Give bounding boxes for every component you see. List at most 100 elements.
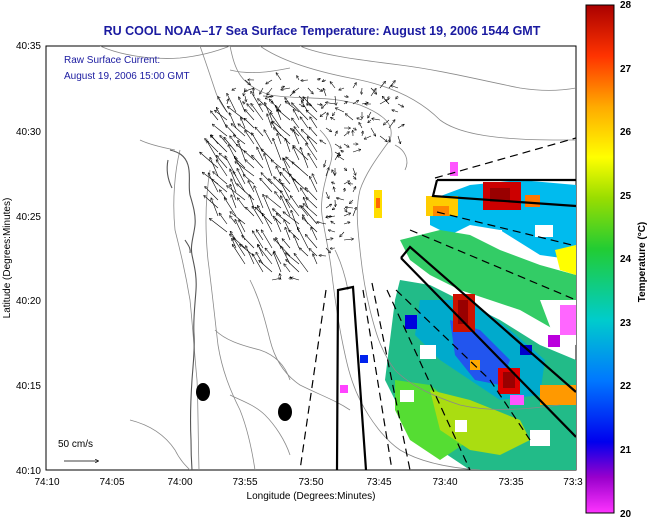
current-vector <box>253 231 264 249</box>
current-vector <box>362 87 363 94</box>
current-vector <box>251 92 264 113</box>
colorbar-tick-label: 22 <box>620 381 632 392</box>
current-vector <box>244 151 255 161</box>
current-vector <box>261 230 273 249</box>
current-vector <box>297 76 300 81</box>
current-vector <box>267 114 273 129</box>
current-vector <box>252 155 264 169</box>
current-vector <box>245 160 255 169</box>
current-vector <box>326 102 336 105</box>
current-vector <box>233 172 246 193</box>
current-vector <box>307 87 313 94</box>
current-vector <box>282 183 291 193</box>
current-vector <box>276 73 282 81</box>
current-vector <box>310 117 318 129</box>
colorbar-tick-label: 26 <box>620 127 632 138</box>
x-tick-label: 74:00 <box>167 477 192 488</box>
current-vector <box>261 173 273 185</box>
current-vector <box>266 79 273 84</box>
current-vector <box>216 160 228 177</box>
current-vector <box>243 175 255 185</box>
current-vector <box>306 198 318 209</box>
current-vector <box>259 261 273 273</box>
current-vector <box>237 169 246 185</box>
current-vector <box>232 88 237 90</box>
colorbar-tick-label: 27 <box>620 64 632 75</box>
current-vector <box>258 245 273 265</box>
current-vector <box>261 149 273 161</box>
current-vector <box>397 135 400 144</box>
current-vector <box>245 131 255 145</box>
y-axis-ticks: 40:35 40:30 40:25 40:20 40:15 40:10 <box>16 41 41 477</box>
current-vector <box>263 214 273 233</box>
current-vector <box>316 79 320 80</box>
current-vector <box>285 228 291 241</box>
current-vector <box>301 80 309 81</box>
current-vector <box>382 97 390 105</box>
current-vector <box>311 228 318 241</box>
current-vector <box>265 103 273 121</box>
y-tick-label: 40:10 <box>16 466 41 477</box>
current-vector <box>325 204 331 209</box>
current-vector <box>388 95 389 99</box>
current-vector <box>305 188 318 201</box>
current-vector <box>292 118 300 129</box>
x-axis-label: Longitude (Degrees:Minutes) <box>247 491 376 502</box>
current-vector <box>230 216 237 225</box>
current-vector <box>245 119 255 129</box>
current-vector <box>325 247 330 253</box>
current-vector <box>217 156 228 169</box>
current-vector <box>397 103 403 107</box>
x-axis-ticks: 74:10 74:05 74:00 73:55 73:50 73:45 73:4… <box>34 477 583 488</box>
y-tick-label: 40:35 <box>16 41 41 52</box>
current-vector <box>257 147 264 161</box>
current-vector <box>294 235 300 249</box>
current-vector <box>293 147 300 161</box>
current-vector <box>303 97 318 113</box>
current-vector <box>330 82 336 89</box>
current-vector <box>253 254 264 273</box>
current-vector <box>302 206 318 225</box>
x-tick-label: 73:40 <box>432 477 457 488</box>
current-vector <box>248 181 255 193</box>
current-vector <box>310 177 318 193</box>
current-vector <box>210 219 228 233</box>
current-vector <box>384 119 390 125</box>
current-vector <box>240 245 255 257</box>
current-vector <box>330 248 336 249</box>
coastline <box>166 149 197 470</box>
current-vector <box>246 246 255 265</box>
current-vector <box>267 87 273 95</box>
current-vector <box>368 111 372 118</box>
current-vector <box>276 214 291 225</box>
current-vector <box>230 212 246 225</box>
current-vector <box>302 218 318 233</box>
current-vector <box>324 159 327 167</box>
current-vector <box>231 195 237 209</box>
current-vector <box>265 248 273 257</box>
current-vector <box>312 174 318 185</box>
current-vector <box>325 238 333 240</box>
current-vector <box>231 179 237 193</box>
current-vector <box>323 89 327 97</box>
current-vector <box>276 238 282 249</box>
current-vector <box>247 104 255 113</box>
current-vector <box>341 151 345 152</box>
current-vector <box>307 95 308 105</box>
current-vector <box>331 221 336 225</box>
current-vector <box>260 178 273 193</box>
current-vector <box>239 97 246 113</box>
y-axis-label: Latitude (Degrees:Minutes) <box>2 198 13 319</box>
current-vector <box>352 207 356 217</box>
current-vector <box>306 235 318 249</box>
current-vector <box>343 207 347 212</box>
x-tick-label: 73:50 <box>298 477 323 488</box>
current-vector <box>260 87 264 94</box>
colorbar <box>585 4 615 514</box>
current-vector <box>317 222 327 225</box>
current-vector <box>397 124 404 129</box>
current-vector <box>210 158 219 177</box>
current-vector <box>332 208 335 210</box>
current-vector <box>271 160 282 169</box>
current-vector <box>246 208 255 217</box>
